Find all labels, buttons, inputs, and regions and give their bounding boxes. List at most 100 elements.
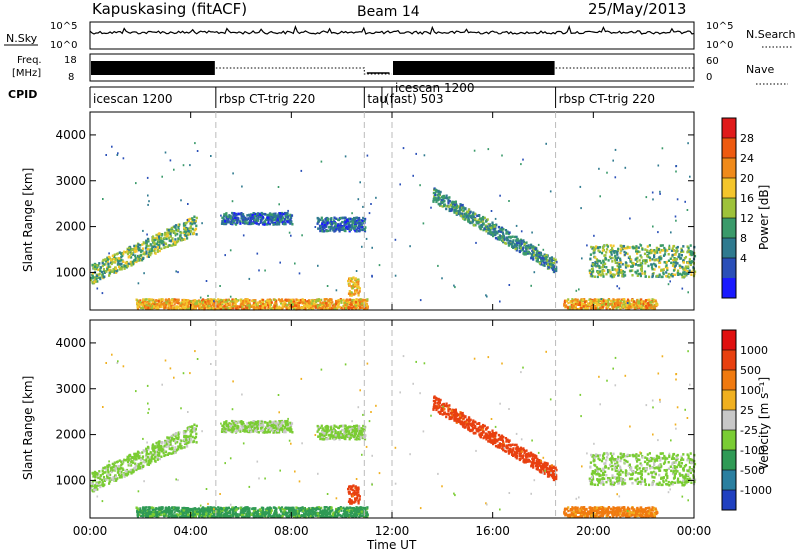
power-echo — [603, 245, 605, 248]
power-echo — [478, 214, 480, 217]
power-echo — [236, 300, 238, 303]
velocity-echo — [101, 479, 103, 482]
power-echo — [328, 299, 330, 302]
power-echo — [631, 265, 633, 268]
power-echo — [646, 249, 648, 252]
power-echo — [188, 227, 190, 230]
power-echo — [230, 296, 232, 298]
velocity-echo — [105, 478, 107, 481]
power-echo — [682, 245, 684, 248]
power-echo — [257, 213, 259, 216]
velocity-echo — [115, 467, 117, 470]
velocity-echo — [147, 456, 149, 459]
power-echo — [620, 269, 622, 272]
power-echo — [534, 271, 536, 273]
power-echo — [618, 263, 620, 266]
power-echo — [366, 298, 368, 301]
power-echo — [325, 302, 327, 305]
power-echo — [684, 201, 686, 203]
power-echo — [617, 248, 619, 251]
power-echo — [504, 242, 506, 245]
power-echo — [299, 302, 301, 305]
power-echo — [672, 254, 674, 257]
power-echo — [204, 301, 206, 304]
power-echo — [298, 307, 300, 310]
power-echo — [569, 306, 571, 309]
power-echo — [177, 271, 179, 273]
cpid-segment-label: icescan 1200 — [395, 81, 474, 95]
power-echo — [361, 222, 363, 225]
power-echo — [212, 307, 214, 310]
power-echo — [676, 249, 678, 252]
power-echo — [600, 262, 602, 265]
power-echo — [100, 266, 102, 269]
power-echo — [409, 245, 411, 247]
velocity-echo — [271, 509, 273, 512]
velocity-echo — [176, 449, 178, 452]
power-echo — [599, 195, 601, 197]
velocity-echo — [100, 474, 102, 477]
power-echo — [139, 301, 141, 304]
power-echo — [187, 306, 189, 309]
power-echo — [660, 244, 662, 247]
power-echo — [275, 302, 277, 305]
power-echo — [155, 299, 157, 302]
power-echo — [644, 253, 646, 256]
power-echo — [445, 197, 447, 200]
power-echo — [146, 234, 148, 236]
power-echo — [638, 273, 640, 276]
velocity-echo — [180, 440, 182, 443]
power-echo — [294, 263, 296, 265]
velocity-echo — [144, 461, 146, 464]
power-echo — [641, 270, 643, 273]
power-echo — [264, 213, 266, 216]
power-echo — [532, 246, 534, 249]
power-echo — [192, 301, 194, 304]
power-echo — [108, 256, 110, 258]
power-echo — [620, 248, 622, 251]
power-echo — [646, 196, 648, 198]
freq-label-2: [MHz] — [12, 68, 41, 79]
power-echo — [574, 298, 576, 301]
power-echo — [572, 305, 574, 308]
power-echo — [648, 252, 650, 255]
power-echo — [227, 299, 229, 302]
power-echo — [567, 307, 569, 310]
power-echo — [157, 246, 159, 249]
power-echo — [253, 306, 255, 309]
power-echo — [647, 245, 649, 248]
power-echo — [345, 155, 347, 157]
power-echo — [116, 253, 118, 256]
power-echo — [459, 207, 461, 210]
power-echo — [487, 218, 489, 221]
power-echo — [242, 219, 244, 222]
power-echo — [180, 199, 182, 201]
velocity-echo — [135, 453, 137, 456]
power-echo — [627, 246, 629, 249]
power-echo — [345, 299, 347, 302]
power-echo — [99, 278, 101, 281]
power-echo — [256, 306, 258, 309]
power-echo — [433, 192, 435, 195]
power-echo — [320, 307, 322, 310]
power-echo — [350, 280, 352, 283]
power-echo — [629, 218, 631, 220]
power-echo — [636, 260, 638, 263]
power-echo — [648, 276, 650, 279]
power-echo — [638, 302, 640, 305]
power-echo — [614, 268, 616, 271]
power-echo — [659, 193, 661, 195]
power-echo — [655, 250, 657, 253]
power-echo — [279, 300, 281, 303]
power-echo — [168, 304, 170, 307]
power-echo — [352, 227, 354, 230]
power-echo — [168, 229, 170, 232]
power-echo — [516, 244, 518, 247]
power-echo — [352, 222, 354, 225]
power-echo — [117, 152, 119, 154]
power-echo — [369, 212, 371, 214]
power-echo — [506, 231, 508, 234]
power-echo — [193, 216, 195, 219]
power-echo — [268, 300, 270, 303]
power-echo — [254, 215, 256, 218]
